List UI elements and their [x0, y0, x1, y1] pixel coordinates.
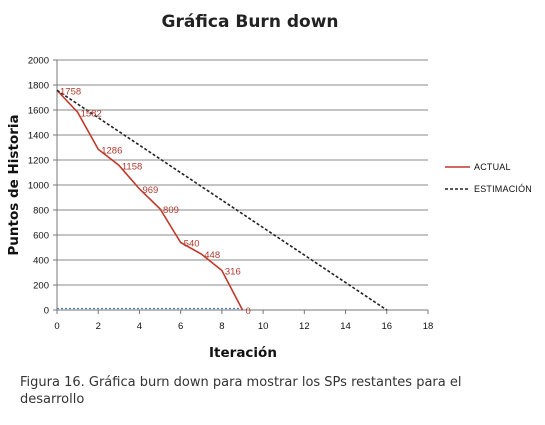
y-tick-800: 800 [33, 206, 49, 217]
x-tick-16: 16 [381, 321, 392, 332]
x-tick-14: 14 [340, 321, 351, 332]
data-label-4: 969 [142, 185, 158, 196]
y-tick-labels: 0 200 400 600 800 1000 1200 1400 1600 1800 2000 [28, 56, 49, 317]
x-tick-10: 10 [258, 321, 269, 332]
y-tick-1200: 1200 [28, 156, 49, 167]
data-label-0: 1758 [60, 86, 81, 97]
data-label-5: 809 [163, 205, 179, 216]
x-axis-title: Iteración [209, 345, 277, 361]
legend-label-0: ACTUAL [474, 162, 511, 172]
y-tick-1000: 1000 [28, 181, 49, 192]
data-label-8: 316 [225, 267, 241, 278]
y-tick-200: 200 [33, 281, 49, 292]
x-tick-labels: 0 2 4 6 8 10 12 14 16 18 [54, 321, 433, 332]
y-tick-400: 400 [33, 256, 49, 267]
data-label-9: 0 [246, 306, 251, 317]
data-label-3: 1158 [122, 161, 142, 172]
series-lines [56, 89, 388, 311]
x-tick-8: 8 [219, 321, 224, 332]
x-tick-0: 0 [54, 321, 59, 332]
y-tick-1400: 1400 [28, 131, 49, 142]
legend-label-1: ESTIMACIÓN [474, 184, 532, 194]
y-tick-1600: 1600 [28, 106, 49, 117]
chart-title: Gráfica Burn down [162, 12, 339, 32]
series-line-actual [56, 89, 244, 311]
x-tick-6: 6 [178, 321, 183, 332]
y-axis-title: Puntos de Historia [6, 114, 22, 255]
burndown-chart: Gráfica Burn down 0200400600800100012001… [6, 12, 532, 361]
legend: ACTUAL ESTIMACIÓN [445, 162, 532, 194]
y-tick-1800: 1800 [28, 81, 49, 92]
x-tick-12: 12 [299, 321, 310, 332]
x-tick-4: 4 [137, 321, 142, 332]
x-tick-18: 18 [423, 321, 434, 332]
data-label-1: 1582 [81, 108, 102, 119]
data-label-2: 1286 [101, 145, 122, 156]
x-tick-2: 2 [96, 321, 101, 332]
figure-caption: Figura 16. Gráfica burn down para mostra… [20, 375, 462, 407]
data-label-7: 448 [204, 250, 220, 261]
y-tick-600: 600 [33, 231, 49, 242]
y-tick-2000: 2000 [28, 56, 49, 67]
gridlines [57, 59, 428, 286]
series-line-estimación [56, 89, 388, 311]
data-label-6: 540 [184, 239, 200, 250]
y-tick-0: 0 [44, 306, 49, 317]
